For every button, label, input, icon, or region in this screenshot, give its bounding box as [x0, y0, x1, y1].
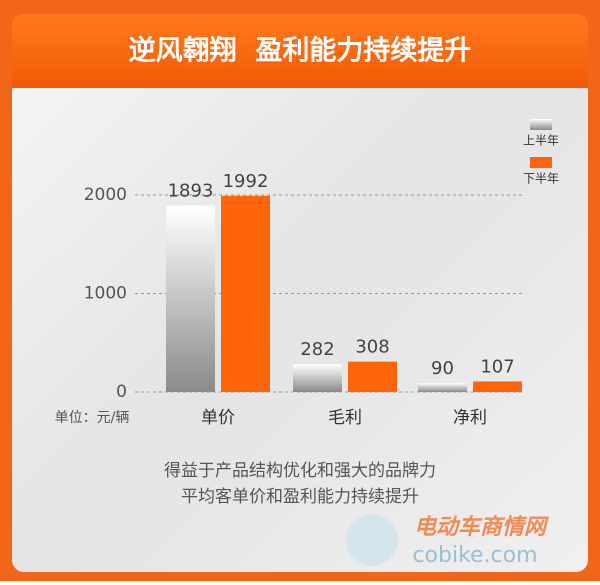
- watermark-logo: [346, 514, 398, 566]
- bar: [166, 205, 215, 392]
- footer-line: 得益于产品结构优化和强大的品牌力: [164, 461, 436, 481]
- value-label: 90: [431, 358, 454, 379]
- legend-swatch: [530, 119, 552, 130]
- value-label: 107: [480, 356, 514, 377]
- bar: [293, 364, 342, 392]
- chart-title: 逆风翱翔 盈利能力持续提升: [129, 35, 472, 67]
- unit-label: 单位：元/辆: [55, 410, 130, 426]
- watermark: cobike.com: [412, 543, 537, 568]
- bar: [473, 381, 522, 392]
- y-tick-label: 2000: [84, 185, 127, 205]
- x-tick-label: 单价: [201, 408, 235, 428]
- header: [12, 14, 588, 88]
- legend-swatch: [530, 157, 552, 168]
- value-label: 308: [355, 337, 389, 358]
- x-tick-label: 净利: [453, 408, 487, 428]
- value-label: 282: [300, 339, 334, 360]
- value-label: 1992: [223, 171, 269, 192]
- y-tick-label: 1000: [84, 284, 127, 304]
- bar: [221, 195, 270, 392]
- bar: [348, 361, 397, 392]
- value-label: 1893: [168, 181, 214, 202]
- y-tick-label: 0: [116, 382, 127, 402]
- x-tick-label: 毛利: [328, 408, 362, 428]
- footer-line: 平均客单价和盈利能力持续提升: [181, 487, 419, 507]
- watermark: 电动车商情网: [414, 514, 549, 540]
- legend-label: 上半年: [523, 134, 559, 148]
- legend-label: 下半年: [523, 172, 559, 186]
- bar: [418, 383, 467, 392]
